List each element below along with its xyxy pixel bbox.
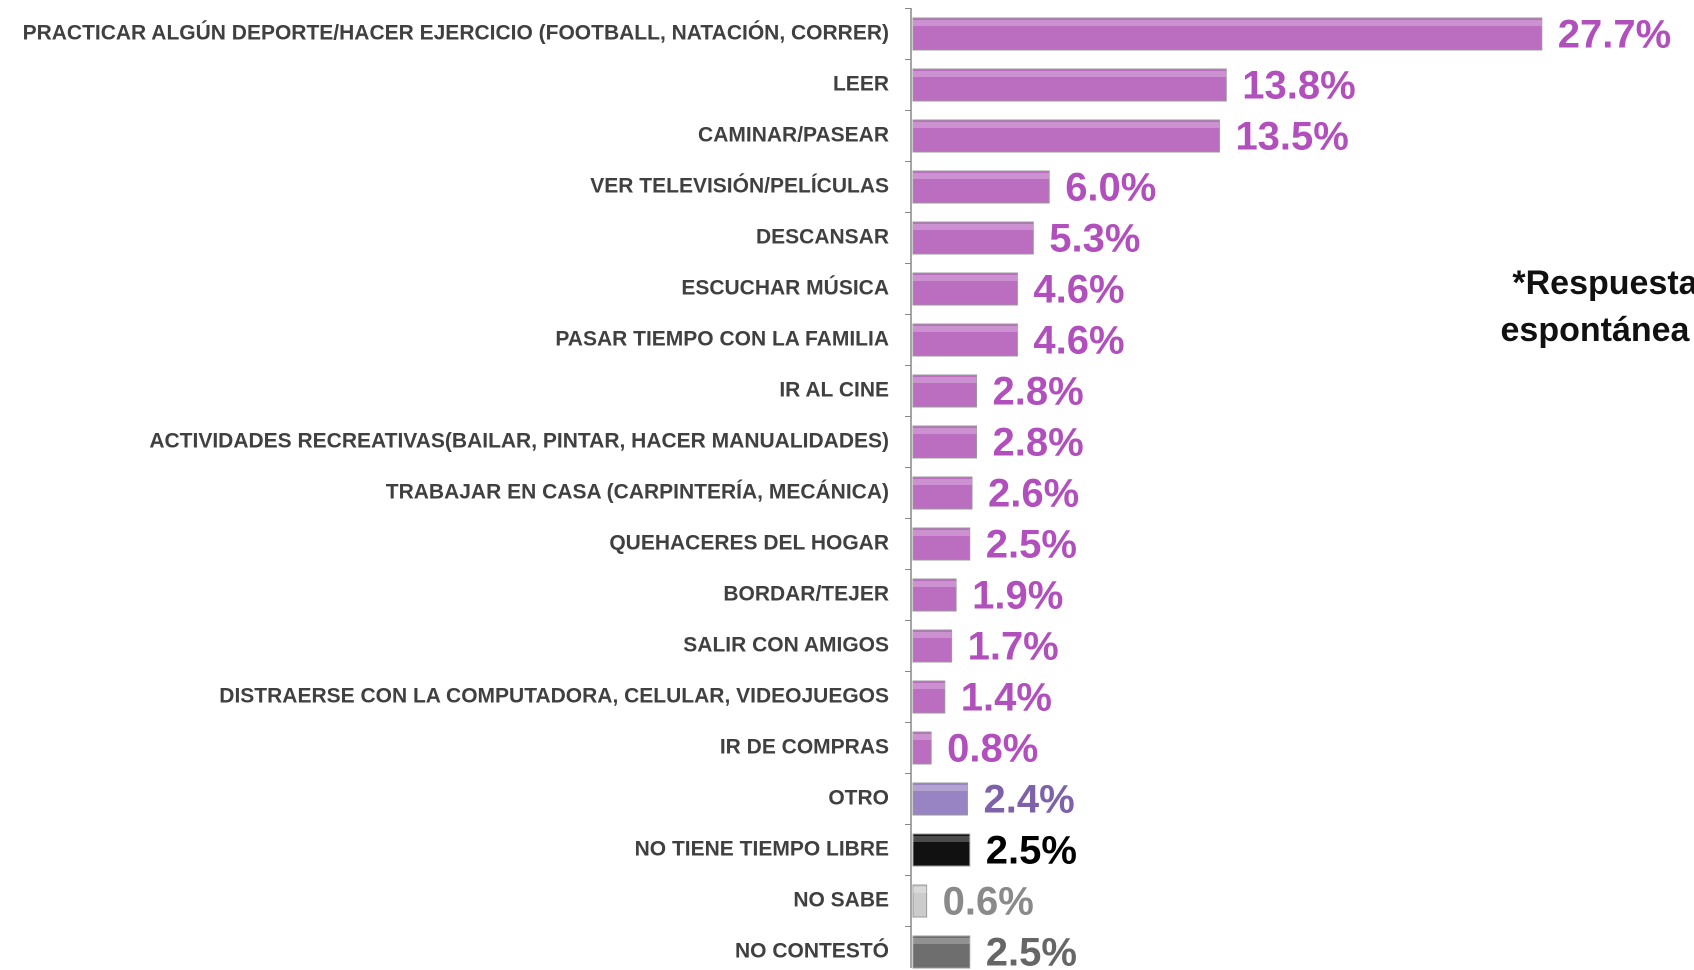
value-label: 1.7% bbox=[968, 625, 1059, 669]
bar-bevel bbox=[913, 887, 927, 893]
category-label: ACTIVIDADES RECREATIVAS(BAILAR, PINTAR, … bbox=[149, 430, 889, 453]
value-label: 2.6% bbox=[988, 472, 1079, 516]
bar-bevel bbox=[913, 428, 977, 434]
bar bbox=[912, 425, 978, 459]
bar-bevel bbox=[913, 20, 1542, 26]
bar-bevel bbox=[913, 173, 1050, 179]
bar-bevel bbox=[913, 632, 952, 638]
bar-bevel bbox=[913, 71, 1227, 77]
bar bbox=[912, 884, 928, 918]
category-label: ESCUCHAR MÚSICA bbox=[681, 276, 889, 300]
bar-bevel bbox=[913, 122, 1220, 128]
category-label: TRABAJAR EN CASA (CARPINTERÍA, MECÁNICA) bbox=[386, 481, 889, 504]
bar-bevel bbox=[913, 683, 945, 689]
bar bbox=[912, 680, 946, 714]
bar-bevel bbox=[913, 734, 932, 740]
value-label: 27.7% bbox=[1558, 13, 1671, 57]
bar-bevel bbox=[913, 530, 970, 536]
bar-bevel bbox=[913, 836, 970, 842]
value-label: 5.3% bbox=[1049, 217, 1140, 261]
value-label: 2.8% bbox=[993, 370, 1084, 414]
value-label: 4.6% bbox=[1033, 268, 1124, 312]
category-label: PRACTICAR ALGÚN DEPORTE/HACER EJERCICIO … bbox=[23, 21, 889, 45]
bar bbox=[912, 374, 978, 408]
bar-bevel bbox=[913, 581, 957, 587]
category-label: IR DE COMPRAS bbox=[720, 736, 889, 759]
value-label: 2.8% bbox=[993, 421, 1084, 465]
value-label: 13.8% bbox=[1242, 64, 1355, 108]
bar-bevel bbox=[913, 785, 968, 791]
bar bbox=[912, 935, 971, 969]
category-label: NO TIENE TIEMPO LIBRE bbox=[635, 838, 889, 861]
annotation: espontánea bbox=[1501, 311, 1691, 349]
bar bbox=[912, 221, 1034, 255]
category-label: BORDAR/TEJER bbox=[723, 583, 889, 606]
value-label: 4.6% bbox=[1033, 319, 1124, 363]
bar-bevel bbox=[913, 938, 970, 944]
category-label: NO CONTESTÓ bbox=[735, 939, 889, 963]
category-label: DESCANSAR bbox=[756, 226, 889, 249]
value-label: 2.5% bbox=[986, 931, 1077, 970]
bar-bevel bbox=[913, 377, 977, 383]
value-label: 1.4% bbox=[961, 676, 1052, 720]
bar bbox=[912, 68, 1227, 102]
bar bbox=[912, 170, 1050, 204]
category-label: QUEHACERES DEL HOGAR bbox=[609, 532, 889, 555]
bar-bevel bbox=[913, 479, 973, 485]
bar bbox=[912, 731, 932, 765]
category-label: IR AL CINE bbox=[779, 379, 889, 402]
bar bbox=[912, 527, 971, 561]
category-label: DISTRAERSE CON LA COMPUTADORA, CELULAR, … bbox=[219, 685, 889, 708]
category-label: LEER bbox=[833, 73, 889, 96]
category-label: OTRO bbox=[828, 787, 889, 810]
bar bbox=[912, 17, 1543, 51]
bar bbox=[912, 476, 973, 510]
value-label: 1.9% bbox=[972, 574, 1063, 618]
category-label: PASAR TIEMPO CON LA FAMILIA bbox=[555, 328, 889, 351]
category-label: VER TELEVISIÓN/PELÍCULAS bbox=[590, 174, 889, 198]
value-label: 0.6% bbox=[943, 880, 1034, 924]
annotation: *Respuesta bbox=[1512, 264, 1694, 302]
value-label: 2.4% bbox=[983, 778, 1074, 822]
bar-bevel bbox=[913, 275, 1018, 281]
bar-bevel bbox=[913, 326, 1018, 332]
value-label: 6.0% bbox=[1065, 166, 1156, 210]
bar bbox=[912, 272, 1018, 306]
bar bbox=[912, 578, 957, 612]
category-label: NO SABE bbox=[793, 889, 889, 912]
bar bbox=[912, 782, 968, 816]
bar bbox=[912, 833, 971, 867]
value-label: 2.5% bbox=[986, 829, 1077, 873]
bar-bevel bbox=[913, 224, 1034, 230]
bar bbox=[912, 323, 1018, 357]
value-label: 13.5% bbox=[1235, 115, 1348, 159]
bar bbox=[912, 119, 1220, 153]
value-label: 2.5% bbox=[986, 523, 1077, 567]
bar bbox=[912, 629, 953, 663]
category-label: CAMINAR/PASEAR bbox=[698, 124, 889, 147]
value-label: 0.8% bbox=[947, 727, 1038, 771]
category-label: SALIR CON AMIGOS bbox=[683, 634, 889, 657]
